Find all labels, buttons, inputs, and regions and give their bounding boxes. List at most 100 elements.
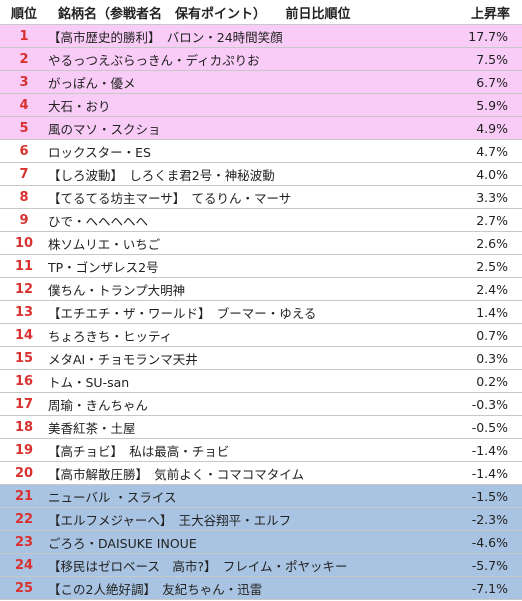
- rank-cell: 19: [14, 442, 34, 458]
- table-row: 5 風のマソ・スクショ 4.9%: [0, 117, 522, 140]
- rank-cell: 18: [14, 419, 34, 435]
- rate-cell: 7.5%: [476, 51, 508, 67]
- name-cell: トム・SU-san: [48, 374, 130, 390]
- rank-cell: 6: [19, 143, 29, 159]
- rate-cell: -0.3%: [471, 396, 508, 412]
- rate-cell: 4.9%: [476, 120, 508, 136]
- name-cell: 【エチエチ・ザ・ワールド】 ブーマー・ゆえる: [48, 305, 317, 321]
- rank-cell: 13: [14, 304, 34, 320]
- name-cell: がっぽん・優メ: [48, 75, 136, 91]
- rate-cell: 0.3%: [476, 350, 508, 366]
- rank-cell: 8: [19, 189, 29, 205]
- rate-cell: 0.2%: [476, 373, 508, 389]
- table-row: 23 ごろろ・DAISUKE INOUE -4.6%: [0, 531, 522, 554]
- table-row: 4 大石・おり 5.9%: [0, 94, 522, 117]
- table-row: 20 【高市解散圧勝】 気前よく・コマコマタイム -1.4%: [0, 462, 522, 485]
- name-cell: 僕ちん・トランプ大明神: [48, 282, 186, 298]
- name-cell: 【この2人絶好調】 友紀ちゃん・迅雷: [48, 581, 263, 597]
- rate-cell: 6.7%: [476, 74, 508, 90]
- rate-cell: -0.5%: [471, 419, 508, 435]
- table-row: 15 メタAI・チョモランマ天井 0.3%: [0, 347, 522, 370]
- rank-cell: 14: [14, 327, 34, 343]
- rate-cell: 4.0%: [476, 166, 508, 182]
- table-row: 13 【エチエチ・ザ・ワールド】 ブーマー・ゆえる 1.4%: [0, 301, 522, 324]
- name-cell: 【高チョビ】 私は最高・チョビ: [48, 443, 230, 459]
- name-cell: TP・ゴンザレス2号: [48, 259, 159, 275]
- name-cell: やるっつえぶらっきん・ディカぷりお: [48, 52, 260, 68]
- rank-cell: 20: [14, 465, 34, 481]
- table-row: 18 美香紅茶・土屋 -0.5%: [0, 416, 522, 439]
- table-row: 16 トム・SU-san 0.2%: [0, 370, 522, 393]
- name-cell: メタAI・チョモランマ天井: [48, 351, 198, 367]
- name-cell: 【しろ波動】 しろくま君2号・神秘波動: [48, 167, 275, 183]
- rate-cell: 2.5%: [476, 258, 508, 274]
- rank-cell: 2: [19, 51, 29, 67]
- table-row: 2 やるっつえぶらっきん・ディカぷりお 7.5%: [0, 48, 522, 71]
- name-cell: ロックスター・ES: [48, 144, 151, 160]
- rate-cell: -5.7%: [471, 557, 508, 573]
- rank-cell: 24: [14, 557, 34, 573]
- table-row: 14 ちょろきち・ヒッティ 0.7%: [0, 324, 522, 347]
- table-row: 3 がっぽん・優メ 6.7%: [0, 71, 522, 94]
- table-row: 9 ひで・ヘヘヘヘヘ 2.7%: [0, 209, 522, 232]
- rate-cell: -4.6%: [471, 534, 508, 550]
- table-row: 6 ロックスター・ES 4.7%: [0, 140, 522, 163]
- rate-cell: -1.4%: [471, 442, 508, 458]
- table-row: 10 株ソムリエ・いちご 2.6%: [0, 232, 522, 255]
- rate-cell: 2.6%: [476, 235, 508, 251]
- table-row: 21 ニューバル ・スライス -1.5%: [0, 485, 522, 508]
- header-rate: 上昇率: [470, 6, 510, 22]
- rank-cell: 15: [14, 350, 34, 366]
- table-row: 12 僕ちん・トランプ大明神 2.4%: [0, 278, 522, 301]
- table-header: 順位 銘柄名（参戦者名 保有ポイント） 前日比順位 上昇率: [0, 0, 522, 25]
- name-cell: 周瑜・きんちゃん: [48, 397, 149, 413]
- rate-cell: 0.7%: [476, 327, 508, 343]
- table-row: 7 【しろ波動】 しろくま君2号・神秘波動 4.0%: [0, 163, 522, 186]
- name-cell: ごろろ・DAISUKE INOUE: [48, 535, 197, 551]
- name-cell: 大石・おり: [48, 98, 111, 114]
- name-cell: 【てるてる坊主マーサ】 てるりん・マーサ: [48, 190, 292, 206]
- rate-cell: 5.9%: [476, 97, 508, 113]
- name-cell: 美香紅茶・土屋: [48, 420, 136, 436]
- rank-cell: 11: [14, 258, 34, 274]
- table-row: 19 【高チョビ】 私は最高・チョビ -1.4%: [0, 439, 522, 462]
- header-name: 銘柄名（参戦者名 保有ポイント） 前日比順位: [58, 6, 351, 22]
- rate-cell: 17.7%: [468, 28, 508, 44]
- name-cell: 【高市歴史的勝利】 バロン・24時間笑顔: [48, 29, 283, 45]
- rank-cell: 22: [14, 511, 34, 527]
- rank-cell: 4: [19, 97, 29, 113]
- rate-cell: 4.7%: [476, 143, 508, 159]
- rank-cell: 25: [14, 580, 34, 596]
- name-cell: 【エルフメジャーへ】 王大谷翔平・エルフ: [48, 512, 292, 528]
- rank-cell: 21: [14, 488, 34, 504]
- table-row: 17 周瑜・きんちゃん -0.3%: [0, 393, 522, 416]
- name-cell: ひで・ヘヘヘヘヘ: [48, 213, 149, 229]
- table-row: 11 TP・ゴンザレス2号 2.5%: [0, 255, 522, 278]
- rate-cell: 2.7%: [476, 212, 508, 228]
- rank-cell: 23: [14, 534, 34, 550]
- rate-cell: 3.3%: [476, 189, 508, 205]
- rank-cell: 3: [19, 74, 29, 90]
- rate-cell: -1.4%: [471, 465, 508, 481]
- header-rank: 順位: [10, 6, 37, 22]
- rank-cell: 16: [14, 373, 34, 389]
- name-cell: 株ソムリエ・いちご: [48, 236, 161, 252]
- name-cell: 風のマソ・スクショ: [48, 121, 161, 137]
- rank-cell: 7: [19, 166, 29, 182]
- table-row: 8 【てるてる坊主マーサ】 てるりん・マーサ 3.3%: [0, 186, 522, 209]
- table-body: 1 【高市歴史的勝利】 バロン・24時間笑顔 17.7% 2 やるっつえぶらっきん・ディ…: [0, 25, 522, 600]
- rate-cell: -1.5%: [471, 488, 508, 504]
- table-row: 24 【移民はゼロベース 高市?】 フレイム・ポヤッキー -5.7%: [0, 554, 522, 577]
- name-cell: 【移民はゼロベース 高市?】 フレイム・ポヤッキー: [48, 558, 348, 574]
- rate-cell: 1.4%: [476, 304, 508, 320]
- rank-cell: 1: [19, 28, 29, 44]
- rank-cell: 5: [19, 120, 29, 136]
- rank-cell: 17: [14, 396, 34, 412]
- rank-cell: 12: [14, 281, 34, 297]
- rate-cell: 2.4%: [476, 281, 508, 297]
- table-row: 1 【高市歴史的勝利】 バロン・24時間笑顔 17.7%: [0, 25, 522, 48]
- name-cell: 【高市解散圧勝】 気前よく・コマコマタイム: [48, 466, 305, 482]
- rate-cell: -7.1%: [471, 580, 508, 596]
- rank-cell: 10: [14, 235, 34, 251]
